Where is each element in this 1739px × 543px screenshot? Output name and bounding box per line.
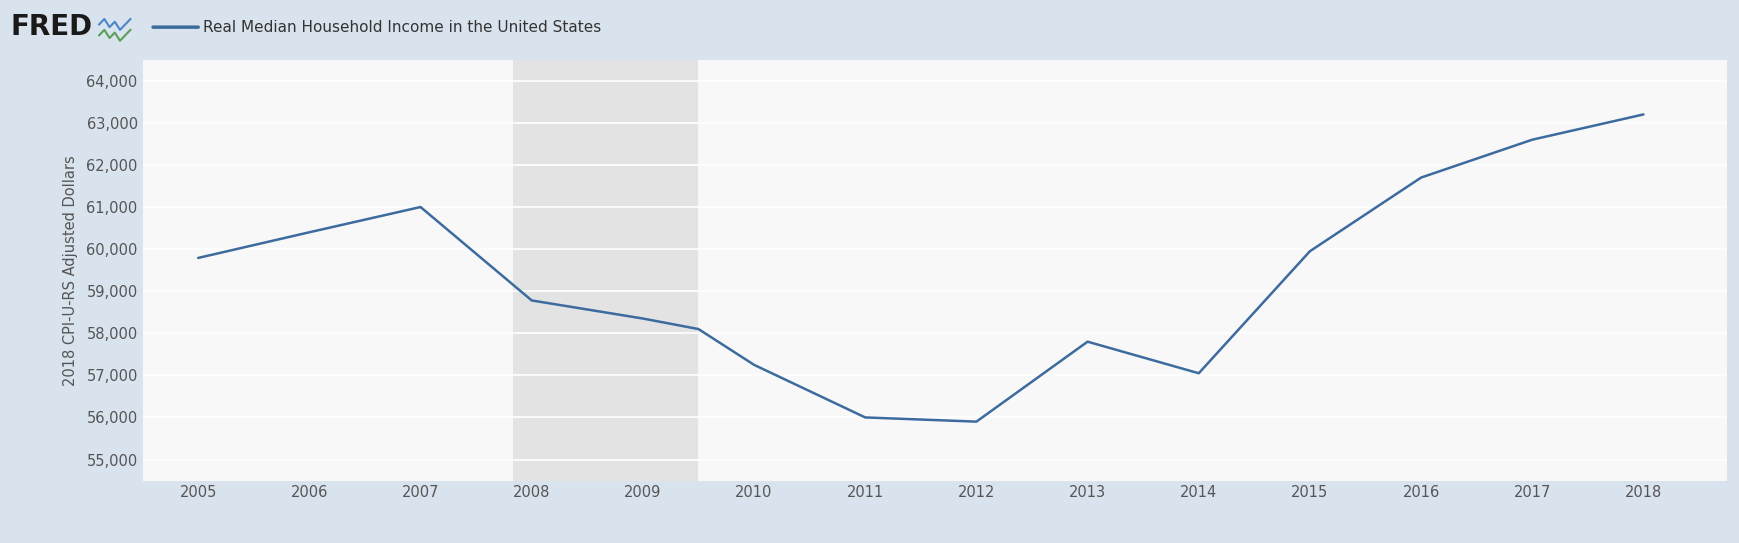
Text: FRED: FRED [10, 13, 92, 41]
Y-axis label: 2018 CPI-U-RS Adjusted Dollars: 2018 CPI-U-RS Adjusted Dollars [63, 155, 78, 386]
Text: Real Median Household Income in the United States: Real Median Household Income in the Unit… [203, 20, 602, 35]
Bar [513, 60, 699, 481]
